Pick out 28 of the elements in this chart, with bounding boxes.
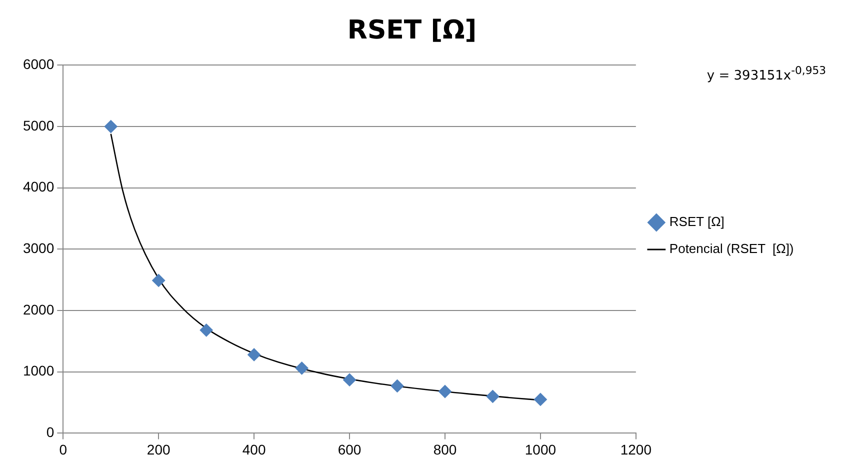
y-tick-label: 5000 (22, 117, 54, 134)
y-tick-label: 3000 (22, 240, 54, 256)
y-tick-label: 6000 (22, 56, 54, 72)
x-tick-label: 200 (146, 441, 170, 458)
point (343, 373, 356, 386)
x-tick-label: 0 (59, 441, 68, 458)
point (152, 274, 166, 287)
x-tick-label: 400 (242, 441, 266, 458)
point (248, 348, 261, 362)
point (200, 324, 213, 337)
x-tick-label: 1000 (524, 441, 556, 458)
y-tick-label: 2000 (22, 301, 54, 318)
text: y = 393151x$^{-0,953}$ (706, 64, 826, 84)
legend-label: RSET [Ω] (669, 214, 724, 230)
y-tick-label: 4000 (22, 178, 54, 195)
y-tick-label: 1000 (22, 362, 54, 379)
point (104, 120, 118, 134)
point (390, 379, 404, 392)
point (438, 384, 452, 398)
legend-label: Potencial (RSET [Ω]) (669, 241, 794, 256)
x-tick-label: 800 (433, 441, 457, 458)
x-tick-label: 1200 (620, 441, 652, 458)
chart-title: RSET [Ω] (347, 15, 477, 46)
point (534, 392, 547, 406)
y-tick-label: 0 (46, 424, 54, 440)
point (486, 390, 500, 403)
x-tick-label: 600 (338, 441, 362, 458)
point (295, 362, 308, 375)
